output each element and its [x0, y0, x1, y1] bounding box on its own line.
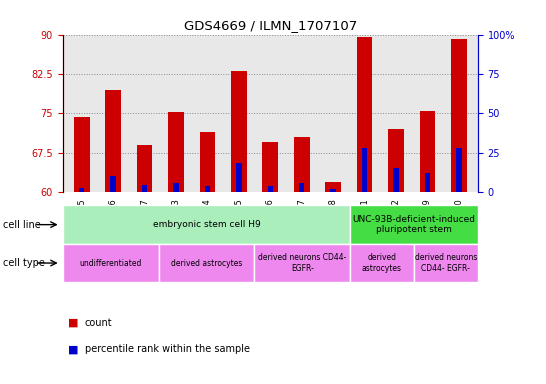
Bar	[263, 142, 278, 192]
Text: derived neurons CD44-
EGFR-: derived neurons CD44- EGFR-	[258, 253, 346, 273]
Bar	[199, 132, 215, 192]
Bar	[142, 185, 147, 192]
Text: derived
astrocytes: derived astrocytes	[362, 253, 402, 273]
Text: count: count	[85, 318, 112, 328]
Bar	[451, 39, 467, 192]
Text: ■: ■	[68, 344, 79, 354]
Text: cell type: cell type	[3, 258, 45, 268]
Bar	[136, 145, 152, 192]
Text: embryonic stem cell H9: embryonic stem cell H9	[152, 220, 260, 229]
Bar	[168, 112, 184, 192]
Bar	[236, 163, 241, 192]
Text: ■: ■	[68, 318, 79, 328]
Text: cell line: cell line	[3, 220, 40, 230]
Bar	[110, 176, 116, 192]
Bar	[173, 183, 179, 192]
Bar	[79, 188, 85, 192]
Bar	[231, 71, 247, 192]
Text: percentile rank within the sample: percentile rank within the sample	[85, 344, 250, 354]
Bar	[294, 137, 310, 192]
Bar	[357, 37, 372, 192]
Bar	[425, 173, 430, 192]
Bar	[330, 189, 336, 192]
Bar	[299, 183, 305, 192]
Bar	[456, 148, 461, 192]
Title: GDS4669 / ILMN_1707107: GDS4669 / ILMN_1707107	[183, 19, 357, 32]
Bar	[325, 182, 341, 192]
Bar	[74, 118, 90, 192]
Bar	[105, 90, 121, 192]
Bar	[205, 186, 210, 192]
Bar	[393, 169, 399, 192]
Text: derived astrocytes: derived astrocytes	[171, 258, 242, 268]
Bar	[362, 148, 367, 192]
Text: UNC-93B-deficient-induced
pluripotent stem: UNC-93B-deficient-induced pluripotent st…	[352, 215, 476, 234]
Bar	[419, 111, 435, 192]
Text: derived neurons
CD44- EGFR-: derived neurons CD44- EGFR-	[414, 253, 477, 273]
Bar	[388, 129, 404, 192]
Text: undifferentiated: undifferentiated	[80, 258, 142, 268]
Bar	[268, 187, 273, 192]
